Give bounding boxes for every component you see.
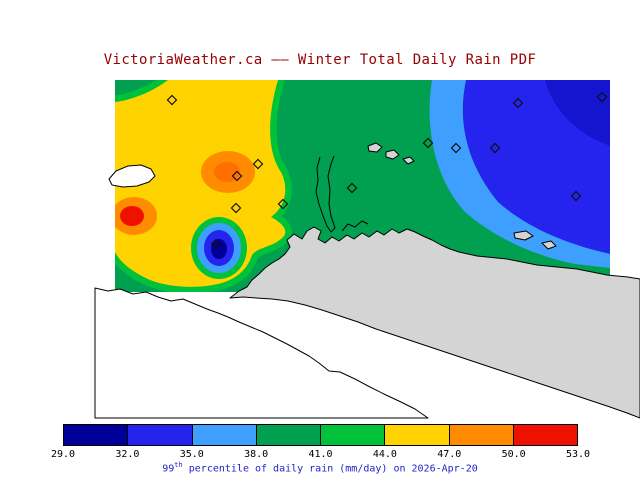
caption-number: 99 (162, 463, 175, 475)
saanich-inlet-coastline (315, 155, 336, 233)
land-olympic-peninsula (94, 287, 429, 419)
colorbar-tick-label: 53.0 (565, 449, 591, 460)
islet-2 (385, 149, 400, 160)
station-marker (570, 190, 582, 202)
caption-superscript: th (174, 461, 183, 469)
colorbar-segment (384, 424, 450, 446)
colorbar-segment (63, 424, 129, 446)
station-marker (230, 202, 242, 214)
colorbar-tick-label: 41.0 (308, 449, 333, 460)
colorbar-segment (512, 424, 578, 446)
colorbar-tick-label: 38.0 (244, 449, 269, 460)
colorbar-tick-label: 32.0 (115, 449, 140, 460)
colorbar-segment (448, 424, 514, 446)
colorbar-segment (320, 424, 386, 446)
colorbar (63, 424, 578, 446)
page-title: VictoriaWeather.ca —— Winter Total Daily… (103, 52, 537, 68)
contour-red-max-core (120, 206, 144, 226)
contour-low-navy-core (211, 239, 227, 259)
station-marker (346, 182, 358, 194)
bay-coastline (341, 220, 369, 232)
station-marker (277, 198, 289, 210)
station-marker (512, 97, 524, 109)
islet-5 (541, 240, 557, 250)
station-marker (489, 142, 501, 154)
contour-lightblue-band (429, 80, 610, 268)
caption: 99th percentile of daily rain (mm/day) o… (0, 461, 640, 474)
station-marker (231, 170, 243, 182)
colorbar-labels: 29.0 32.0 35.0 38.0 41.0 44.0 47.0 50.0 53.0 (51, 449, 590, 461)
station-marker (596, 91, 608, 103)
station-markers (166, 91, 608, 250)
station-marker (450, 142, 462, 154)
station-marker (210, 238, 222, 250)
colorbar-tick-label: 50.0 (501, 449, 526, 460)
colorbar-tick-label: 44.0 (372, 449, 397, 460)
caption-text: percentile of daily rain (mm/day) on 202… (182, 463, 478, 475)
colorbar-segment (127, 424, 193, 446)
colorbar-tick-label: 29.0 (50, 449, 76, 460)
station-marker (252, 158, 264, 170)
land-vancouver-island (229, 226, 640, 419)
colorbar-tick-label: 35.0 (179, 449, 204, 460)
islet-3 (402, 156, 415, 165)
station-marker (422, 137, 434, 149)
islet-4 (513, 230, 534, 241)
islet-1 (367, 142, 383, 153)
lake-outline (108, 164, 156, 188)
colorbar-tick-label: 47.0 (437, 449, 462, 460)
colorbar-segment (191, 424, 257, 446)
station-marker (166, 94, 178, 106)
contour-deepblue-corner (545, 80, 610, 146)
colorbar-segment (255, 424, 321, 446)
